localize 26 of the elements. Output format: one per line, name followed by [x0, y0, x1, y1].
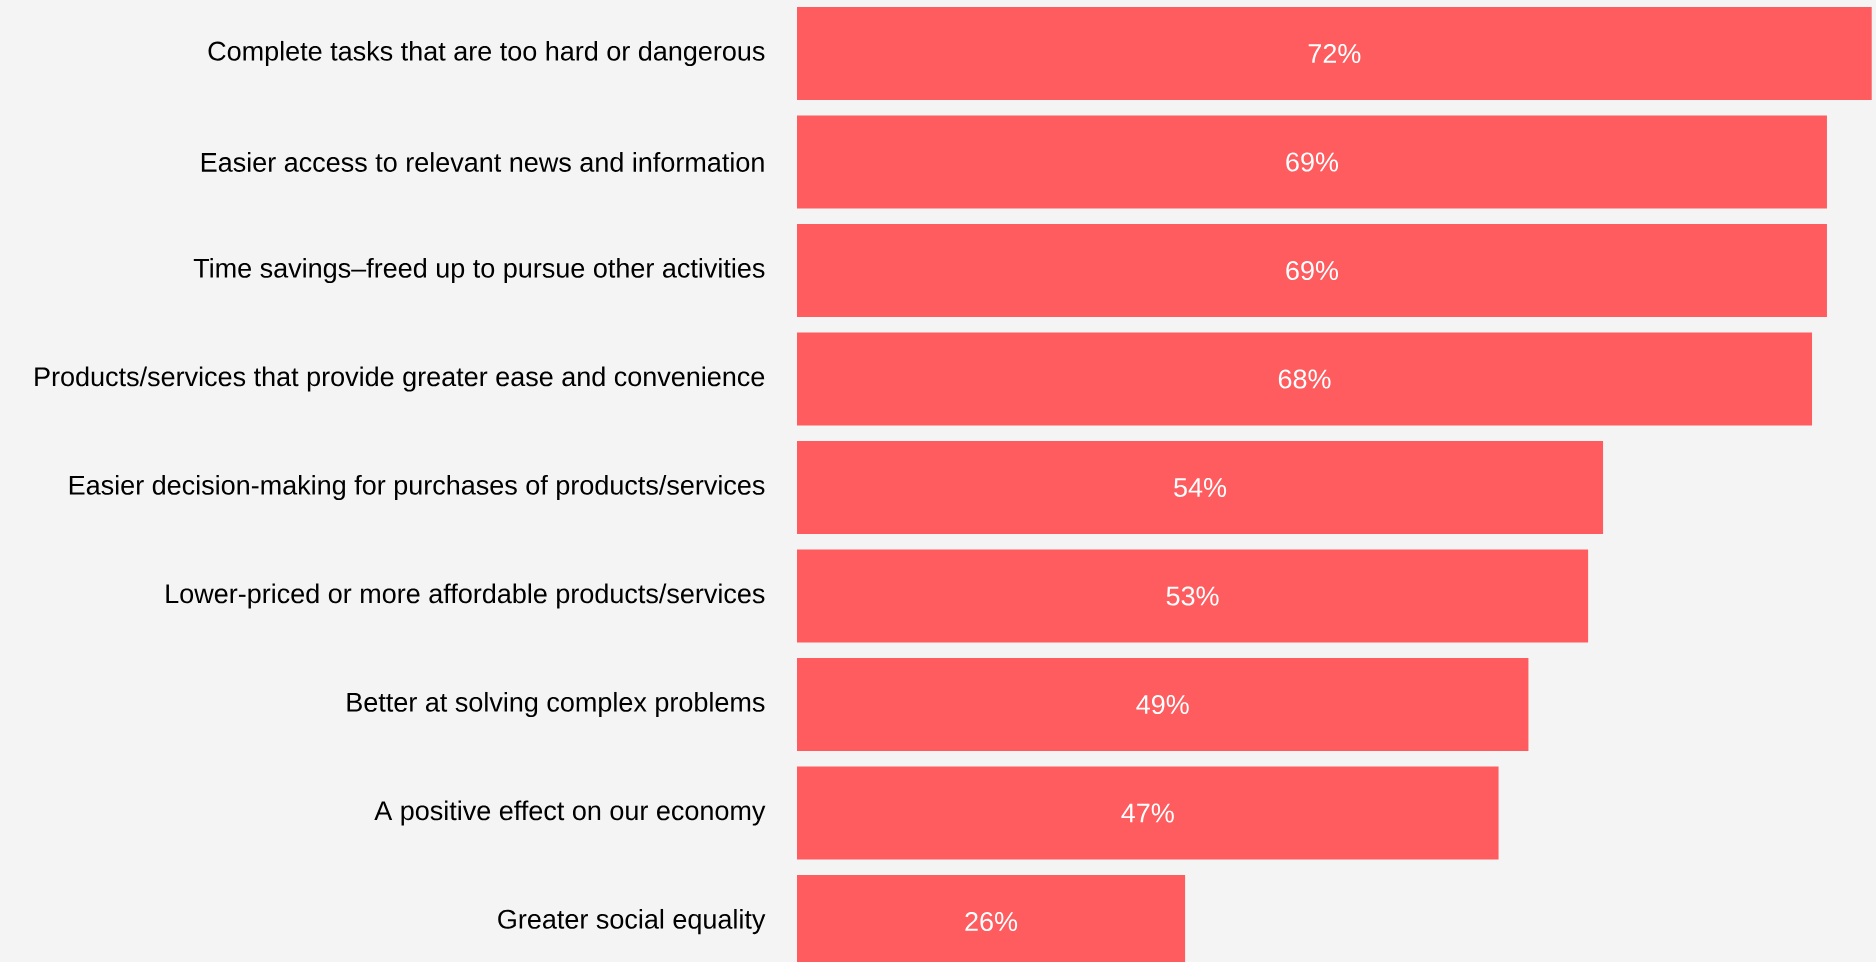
y-tick-label: Greater social equality [498, 908, 766, 935]
bar [797, 766, 1499, 860]
bar [797, 7, 1872, 100]
data-label: 72% [1308, 43, 1361, 63]
bar [797, 332, 1813, 426]
bar [797, 115, 1827, 209]
data-label: 26% [965, 911, 1018, 932]
y-tick-label: A positive effect on our economy [374, 800, 766, 826]
data-label: 54% [1174, 478, 1227, 498]
data-label: 53% [1166, 586, 1219, 606]
data-label: 69% [1286, 260, 1339, 281]
y-tick-label: Lower-priced or more affordable products/services [166, 583, 765, 609]
y-tick-label: Time savings–freed up to pursue other activities [193, 257, 765, 284]
bar [797, 441, 1604, 535]
y-tick-label: Complete tasks that are too hard or dangerous [208, 40, 765, 67]
bar [797, 224, 1827, 317]
bar [797, 549, 1589, 643]
data-label: 49% [1136, 694, 1189, 715]
bar [797, 658, 1529, 752]
y-tick-label: Better at solving complex problems [347, 691, 765, 718]
y-tick-label: Easier access to relevant news and information [201, 152, 764, 172]
data-label: 69% [1286, 152, 1339, 172]
data-label: 68% [1278, 369, 1331, 389]
y-tick-label: Products/services that provide greater ease and convenience [35, 366, 765, 392]
y-tick-label: Easier decision-making for purchases of products/services [69, 474, 765, 501]
data-label: 47% [1121, 803, 1174, 823]
